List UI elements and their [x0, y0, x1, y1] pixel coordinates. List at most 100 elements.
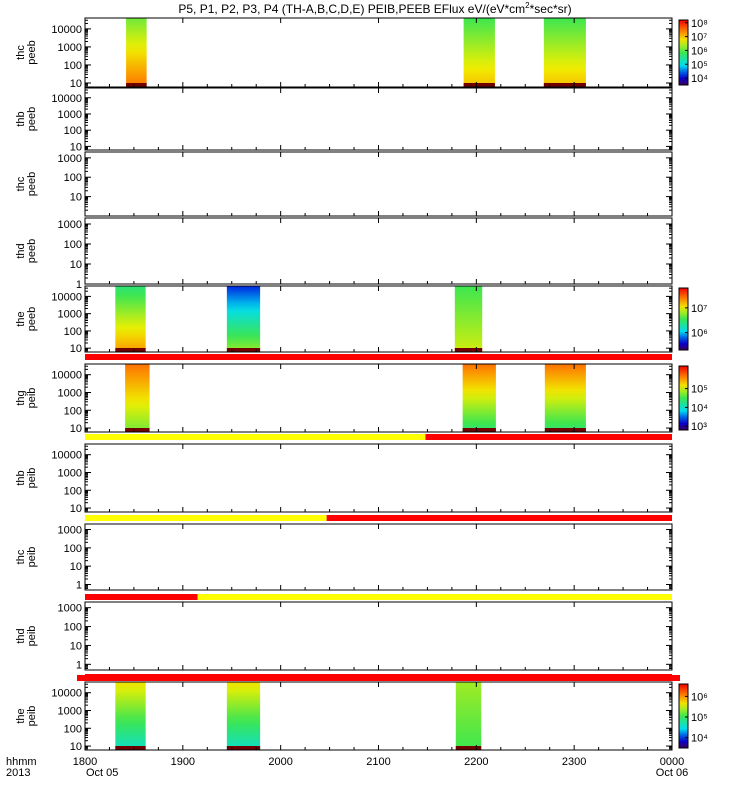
y-tick-label: 100: [64, 723, 82, 735]
y-axis-label: the: [15, 708, 27, 723]
y-tick-label: 1000: [58, 467, 82, 479]
y-tick-label: 10: [70, 640, 82, 652]
y-axis-label: peib: [26, 626, 38, 647]
panel-9: 10 100 1000 10000 the peib 10⁴ 10⁵ 10⁶: [15, 681, 708, 753]
interval-floor-band: [126, 83, 147, 87]
y-tick-label: 10: [70, 141, 82, 153]
y-tick-label: 1000: [58, 109, 82, 121]
interval-floor-band: [463, 83, 495, 87]
colorbar-tick-label: 10⁶: [691, 328, 708, 340]
colorbar-tick-label: 10⁵: [691, 59, 708, 71]
spectrogram-interval: [462, 364, 496, 432]
colorbar-tick-label: 10³: [691, 421, 707, 433]
y-axis-label: thb: [15, 470, 27, 485]
spectrogram-interval: [115, 682, 146, 750]
y-tick-label: 100: [64, 60, 82, 72]
colorbar-tick-label: 10⁷: [691, 32, 707, 44]
y-tick-label: 100: [64, 543, 82, 555]
status-bar-segment: [326, 515, 672, 521]
time-tick-label: 0000: [660, 756, 684, 768]
spectrogram-interval: [226, 286, 261, 352]
y-tick-label: 1000: [58, 705, 82, 717]
spectrogram-interval: [543, 18, 586, 87]
colorbar: [678, 287, 689, 351]
y-axis-label: thd: [15, 243, 27, 258]
y-tick-label: 100: [64, 172, 82, 184]
y-tick-label: 10: [70, 78, 82, 90]
colorbar: [678, 365, 689, 431]
panel-7: 1 10 100 1000 thc peib: [15, 523, 673, 600]
y-axis-label: thc: [15, 176, 27, 191]
panel-frame: [84, 443, 673, 513]
y-axis-label: the: [15, 311, 27, 326]
status-bar-segment: [85, 594, 198, 600]
panel-frame: [84, 217, 673, 285]
status-bar-segment: [77, 675, 680, 681]
colorbar-tick-label: 10⁵: [691, 384, 708, 396]
panel-frame: [84, 87, 673, 151]
status-bar-segment: [85, 515, 327, 521]
time-axis-date-left: Oct 05: [86, 767, 118, 779]
spectrogram-interval: [125, 364, 150, 432]
y-tick-label: 10000: [51, 291, 82, 303]
status-bar-segment: [197, 594, 672, 600]
figure-title-sup: 2: [525, 1, 530, 10]
y-axis-label: peeb: [26, 172, 38, 196]
interval-floor-band: [125, 428, 150, 432]
y-tick-label: 1: [76, 659, 82, 671]
panel-frame: [84, 681, 673, 751]
time-tick-label: 2000: [268, 756, 292, 768]
y-axis-label: peib: [26, 388, 38, 409]
panel-6: 10 100 1000 10000 thb peib: [15, 443, 673, 521]
y-tick-label: 10: [70, 423, 82, 435]
time-tick-label: 1800: [73, 756, 97, 768]
y-axis-label: peeb: [26, 307, 38, 331]
time-tick-label: 2300: [562, 756, 586, 768]
colorbar-tick-label: 10⁴: [691, 73, 708, 85]
status-bar-segment: [425, 434, 672, 440]
y-tick-label: 10000: [51, 688, 82, 700]
spectrogram-interval: [454, 286, 483, 352]
spectrogram-interval: [544, 364, 586, 432]
interval-floor-band: [115, 746, 146, 750]
spectrogram-interval: [463, 18, 495, 87]
interval-floor-band: [226, 348, 261, 352]
figure-title: P5, P1, P2, P3, P4 (TH-A,B,C,D,E) PEIB,P…: [178, 1, 571, 16]
y-tick-label: 1000: [58, 153, 82, 165]
panel-5: 10 100 1000 10000 thg peib 10³ 10⁴ 10⁵: [15, 363, 708, 440]
y-axis-label: peib: [26, 706, 38, 727]
y-tick-label: 10: [70, 503, 82, 515]
panel-frame: [84, 285, 673, 353]
panel-frame: [84, 601, 673, 671]
y-tick-label: 1000: [58, 219, 82, 231]
interval-floor-band: [543, 83, 586, 87]
time-tick-label: 2100: [366, 756, 390, 768]
y-tick-label: 1: [76, 279, 82, 291]
y-tick-label: 1: [76, 579, 82, 591]
y-tick-label: 1000: [58, 603, 82, 615]
status-bar-segment: [85, 354, 672, 360]
interval-floor-band: [454, 348, 483, 352]
colorbar-tick-label: 10⁸: [691, 18, 708, 30]
y-tick-label: 10: [70, 561, 82, 573]
panel-3: 1 10 100 1000 thd peeb: [15, 217, 673, 291]
interval-floor-band: [455, 746, 482, 750]
y-tick-label: 1000: [58, 42, 82, 54]
spectrogram-interval: [455, 682, 482, 750]
y-tick-label: 100: [64, 405, 82, 417]
y-tick-label: 10000: [51, 93, 82, 105]
panel-4: 10 100 1000 10000 the peeb 10⁶ 10⁷: [15, 285, 708, 360]
panel-frame: [84, 151, 673, 217]
y-axis-label: peeb: [26, 40, 38, 64]
colorbar-tick-label: 10⁴: [691, 733, 708, 745]
colorbar: [678, 683, 689, 749]
panel-2: 10 100 1000 thc peeb: [15, 151, 673, 217]
y-tick-label: 100: [64, 485, 82, 497]
y-tick-label: 100: [64, 326, 82, 338]
time-tick-label: 1900: [171, 756, 195, 768]
interval-floor-band: [544, 428, 586, 432]
y-tick-label: 1000: [58, 387, 82, 399]
y-tick-label: 100: [64, 239, 82, 251]
y-axis-label: thb: [15, 111, 27, 126]
